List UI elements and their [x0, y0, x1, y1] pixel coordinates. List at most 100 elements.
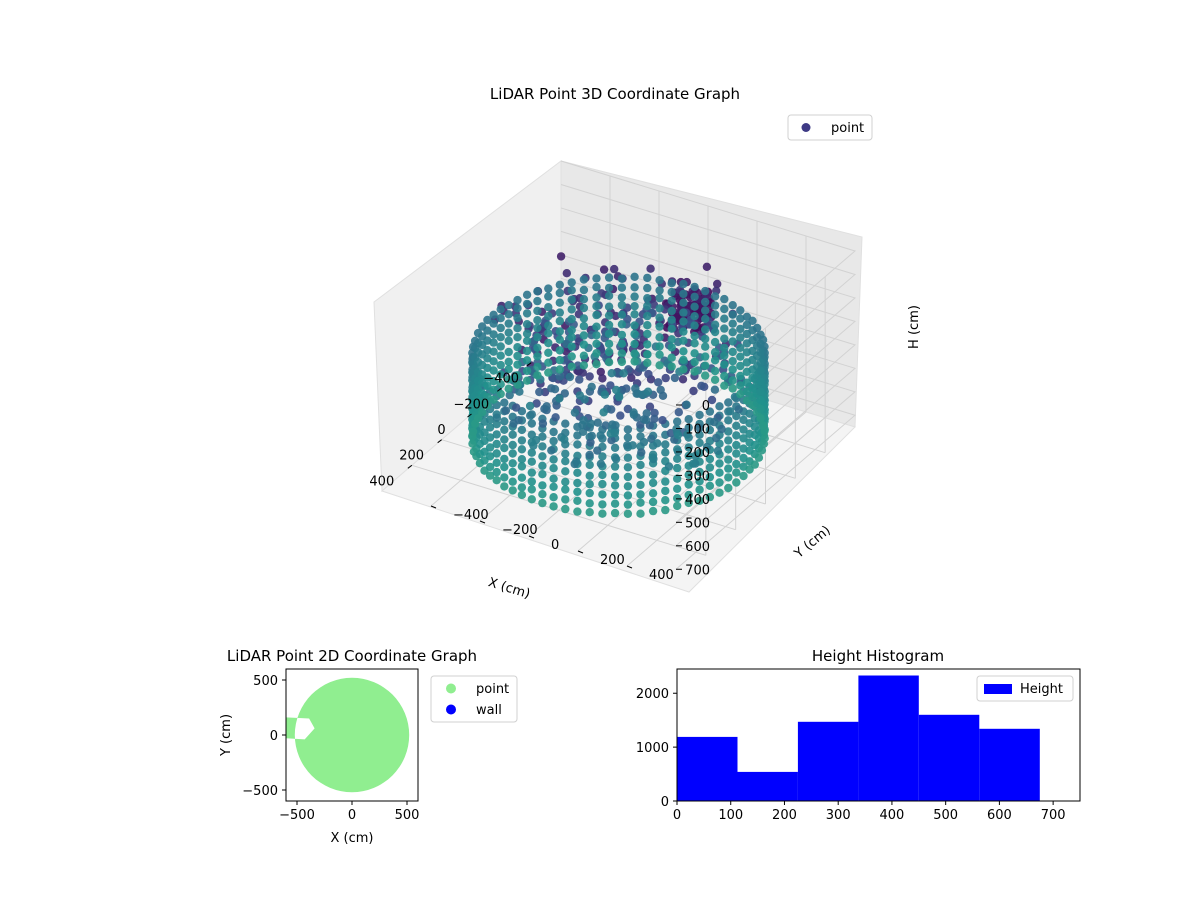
point-3d	[489, 376, 498, 386]
point-3d	[575, 375, 584, 384]
point-3d	[756, 366, 765, 375]
point-3d	[580, 395, 589, 404]
point-3d	[549, 482, 558, 491]
point-3d	[468, 427, 478, 436]
point-3d	[724, 427, 733, 436]
point-3d	[492, 413, 502, 422]
point-3d	[679, 279, 688, 289]
legend-histogram-swatch	[984, 684, 1012, 694]
point-3d	[496, 380, 505, 389]
point-3d	[724, 436, 733, 445]
point-3d	[598, 452, 607, 461]
point-3d	[724, 416, 733, 425]
point-3d	[562, 269, 571, 278]
point-3d	[623, 472, 633, 482]
point-3d	[667, 353, 676, 362]
point-3d	[496, 389, 505, 399]
point-3d	[617, 293, 627, 302]
point-3d	[710, 301, 720, 310]
point-3d	[500, 454, 509, 464]
point-3d	[710, 417, 719, 427]
point-3d	[732, 411, 741, 421]
point-3d	[720, 294, 729, 304]
point-3d	[549, 427, 558, 437]
point-3d	[598, 509, 607, 518]
point-3d	[573, 507, 582, 516]
legend-3d-frame	[787, 114, 873, 141]
point-3d	[701, 361, 710, 370]
tick-y-2d-label: 0	[270, 729, 278, 744]
point-3d	[655, 350, 664, 359]
point-3d	[728, 301, 737, 310]
point-3d	[550, 385, 560, 394]
point-3d	[492, 476, 501, 485]
point-3d	[748, 316, 757, 325]
legend-histogram-frame	[976, 675, 1074, 702]
point-3d	[701, 352, 710, 361]
point-3d	[639, 437, 649, 447]
tick-y-3d	[479, 520, 486, 524]
point-3d	[527, 468, 536, 477]
point-3d	[527, 419, 536, 428]
point-3d	[758, 421, 768, 430]
point-3d	[533, 287, 542, 296]
point-3d	[579, 303, 589, 313]
point-3d	[596, 431, 605, 440]
point-3d	[585, 450, 594, 460]
point-3d	[538, 490, 547, 499]
point-3d	[496, 314, 505, 323]
tick-y-3d	[626, 565, 633, 569]
point-3d	[695, 485, 704, 494]
point-3d	[485, 462, 495, 472]
point-3d	[684, 415, 693, 424]
point-3d	[630, 292, 639, 301]
point-3d	[500, 417, 509, 426]
tick-y-histogram-label: 2000	[636, 687, 669, 702]
point-3d	[513, 371, 522, 380]
point-3d	[673, 474, 682, 483]
legend-3d-marker	[801, 123, 811, 132]
point-3d	[496, 323, 505, 333]
point-3d	[617, 300, 627, 310]
point-3d	[548, 373, 558, 383]
point-3d	[538, 481, 547, 490]
point-3d	[728, 347, 737, 357]
point-3d	[538, 442, 547, 451]
point-3d	[489, 347, 498, 356]
point-3d	[655, 286, 664, 295]
point-3d	[636, 509, 645, 518]
point-3d	[724, 398, 733, 407]
point-3d	[617, 339, 627, 348]
point-3d	[573, 468, 582, 477]
point-3d	[567, 352, 576, 361]
point-3d	[579, 416, 588, 425]
point-3d	[713, 446, 723, 455]
point-3d	[610, 481, 620, 490]
tick-x-histogram-label: 100	[718, 808, 743, 823]
point-3d	[756, 387, 765, 396]
point-3d	[561, 449, 570, 458]
point-3d	[611, 454, 621, 464]
tick-x-histogram-label: 700	[1041, 808, 1066, 823]
point-3d	[655, 304, 664, 313]
point-3d	[592, 302, 601, 311]
axis-label-y-3d: Y (cm)	[791, 523, 834, 562]
point-3d	[489, 395, 498, 404]
point-3d	[736, 333, 745, 342]
tick-x-2d-label: −500	[279, 808, 315, 823]
point-3d	[623, 425, 633, 434]
tick-x-histogram-label: 0	[673, 808, 681, 823]
point-3d	[522, 290, 532, 299]
point-3d	[555, 394, 564, 403]
point-3d	[573, 496, 582, 505]
point-3d	[630, 321, 639, 330]
point-3d	[551, 413, 560, 422]
point-3d	[585, 460, 594, 470]
point-3d	[610, 462, 620, 471]
point-3d	[579, 285, 589, 295]
tick-x-histogram-label: 600	[987, 808, 1012, 823]
point-3d	[636, 470, 645, 479]
point-3d	[667, 315, 676, 324]
point-3d	[679, 336, 688, 345]
